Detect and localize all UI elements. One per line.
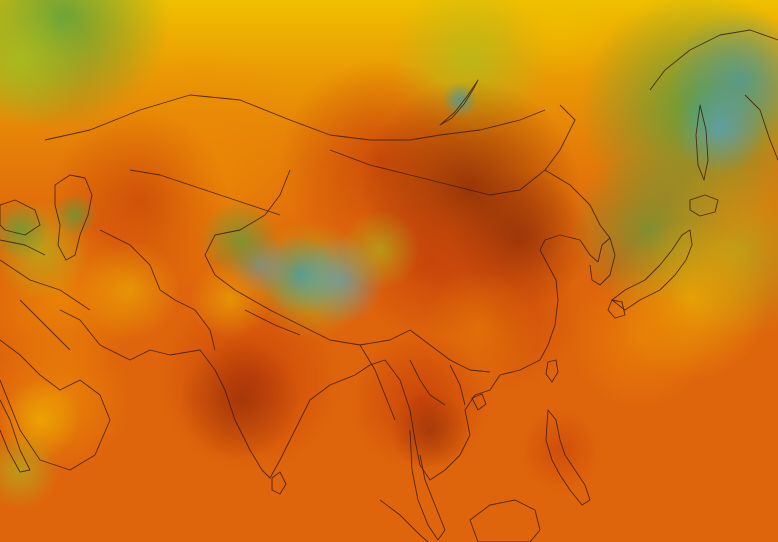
- weather-map[interactable]: [0, 0, 778, 542]
- temperature-heatmap-layer: [0, 0, 778, 542]
